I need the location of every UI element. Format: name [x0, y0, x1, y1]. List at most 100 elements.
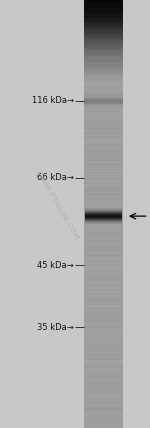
Bar: [84, 68, 123, 69]
Bar: [84, 10, 123, 11]
Bar: [84, 361, 123, 362]
Bar: [84, 155, 123, 156]
Bar: [84, 71, 123, 72]
Bar: [84, 343, 123, 344]
Bar: [84, 306, 123, 307]
Bar: [84, 27, 123, 28]
Bar: [84, 401, 123, 402]
Bar: [84, 197, 123, 198]
Bar: [84, 95, 123, 96]
Bar: [84, 135, 123, 136]
Bar: [84, 320, 123, 321]
Bar: [84, 386, 123, 387]
Bar: [84, 420, 123, 421]
Bar: [84, 87, 123, 88]
Bar: [84, 336, 123, 337]
Bar: [84, 187, 123, 188]
Bar: [84, 316, 123, 317]
Bar: [84, 385, 123, 386]
Bar: [84, 338, 123, 339]
Bar: [84, 13, 123, 14]
Bar: [84, 108, 123, 109]
Bar: [84, 178, 123, 179]
Bar: [84, 384, 123, 385]
Bar: [84, 99, 123, 100]
Bar: [84, 241, 123, 242]
Bar: [84, 332, 123, 333]
Bar: [84, 36, 123, 37]
Bar: [84, 423, 123, 424]
Bar: [84, 153, 123, 154]
Bar: [84, 388, 123, 389]
Bar: [84, 129, 123, 130]
Bar: [84, 396, 123, 397]
Bar: [84, 44, 123, 45]
Bar: [84, 80, 123, 81]
Bar: [84, 342, 123, 343]
Bar: [84, 164, 123, 165]
Bar: [84, 239, 123, 240]
Bar: [84, 210, 123, 211]
Bar: [84, 318, 123, 319]
Bar: [84, 283, 123, 284]
Bar: [84, 408, 123, 409]
Bar: [84, 373, 123, 374]
Bar: [84, 150, 123, 151]
Bar: [84, 38, 123, 39]
Bar: [84, 49, 123, 50]
Bar: [84, 88, 123, 89]
Bar: [84, 341, 123, 342]
Bar: [84, 78, 123, 79]
Bar: [84, 26, 123, 27]
Bar: [84, 246, 123, 247]
Bar: [84, 72, 123, 73]
Bar: [84, 240, 123, 241]
Bar: [84, 59, 123, 60]
Bar: [84, 333, 123, 334]
Bar: [84, 183, 123, 184]
Bar: [84, 328, 123, 329]
Bar: [84, 245, 123, 246]
Bar: [84, 215, 123, 216]
Bar: [84, 18, 123, 19]
Bar: [84, 236, 123, 237]
Bar: [84, 392, 123, 393]
Bar: [84, 89, 123, 90]
Bar: [84, 346, 123, 347]
Bar: [84, 100, 123, 101]
Bar: [84, 264, 123, 265]
Bar: [84, 407, 123, 408]
Bar: [84, 200, 123, 201]
Bar: [84, 60, 123, 61]
Bar: [84, 355, 123, 356]
Bar: [84, 312, 123, 313]
Bar: [84, 368, 123, 369]
Bar: [84, 168, 123, 169]
Bar: [84, 296, 123, 297]
Bar: [84, 14, 123, 15]
Bar: [84, 330, 123, 331]
Bar: [84, 255, 123, 256]
Bar: [84, 3, 123, 4]
Bar: [84, 293, 123, 294]
Bar: [84, 339, 123, 340]
Bar: [84, 132, 123, 133]
Bar: [84, 354, 123, 355]
Bar: [84, 171, 123, 172]
Bar: [84, 66, 123, 67]
Bar: [84, 227, 123, 228]
Bar: [84, 326, 123, 327]
Bar: [84, 349, 123, 350]
Bar: [84, 25, 123, 26]
Bar: [84, 248, 123, 249]
Bar: [84, 234, 123, 235]
Bar: [84, 364, 123, 365]
Bar: [84, 422, 123, 423]
Bar: [84, 125, 123, 126]
Bar: [84, 165, 123, 166]
Bar: [84, 69, 123, 70]
Bar: [84, 376, 123, 377]
Bar: [84, 40, 123, 41]
Bar: [84, 31, 123, 32]
Bar: [84, 393, 123, 394]
